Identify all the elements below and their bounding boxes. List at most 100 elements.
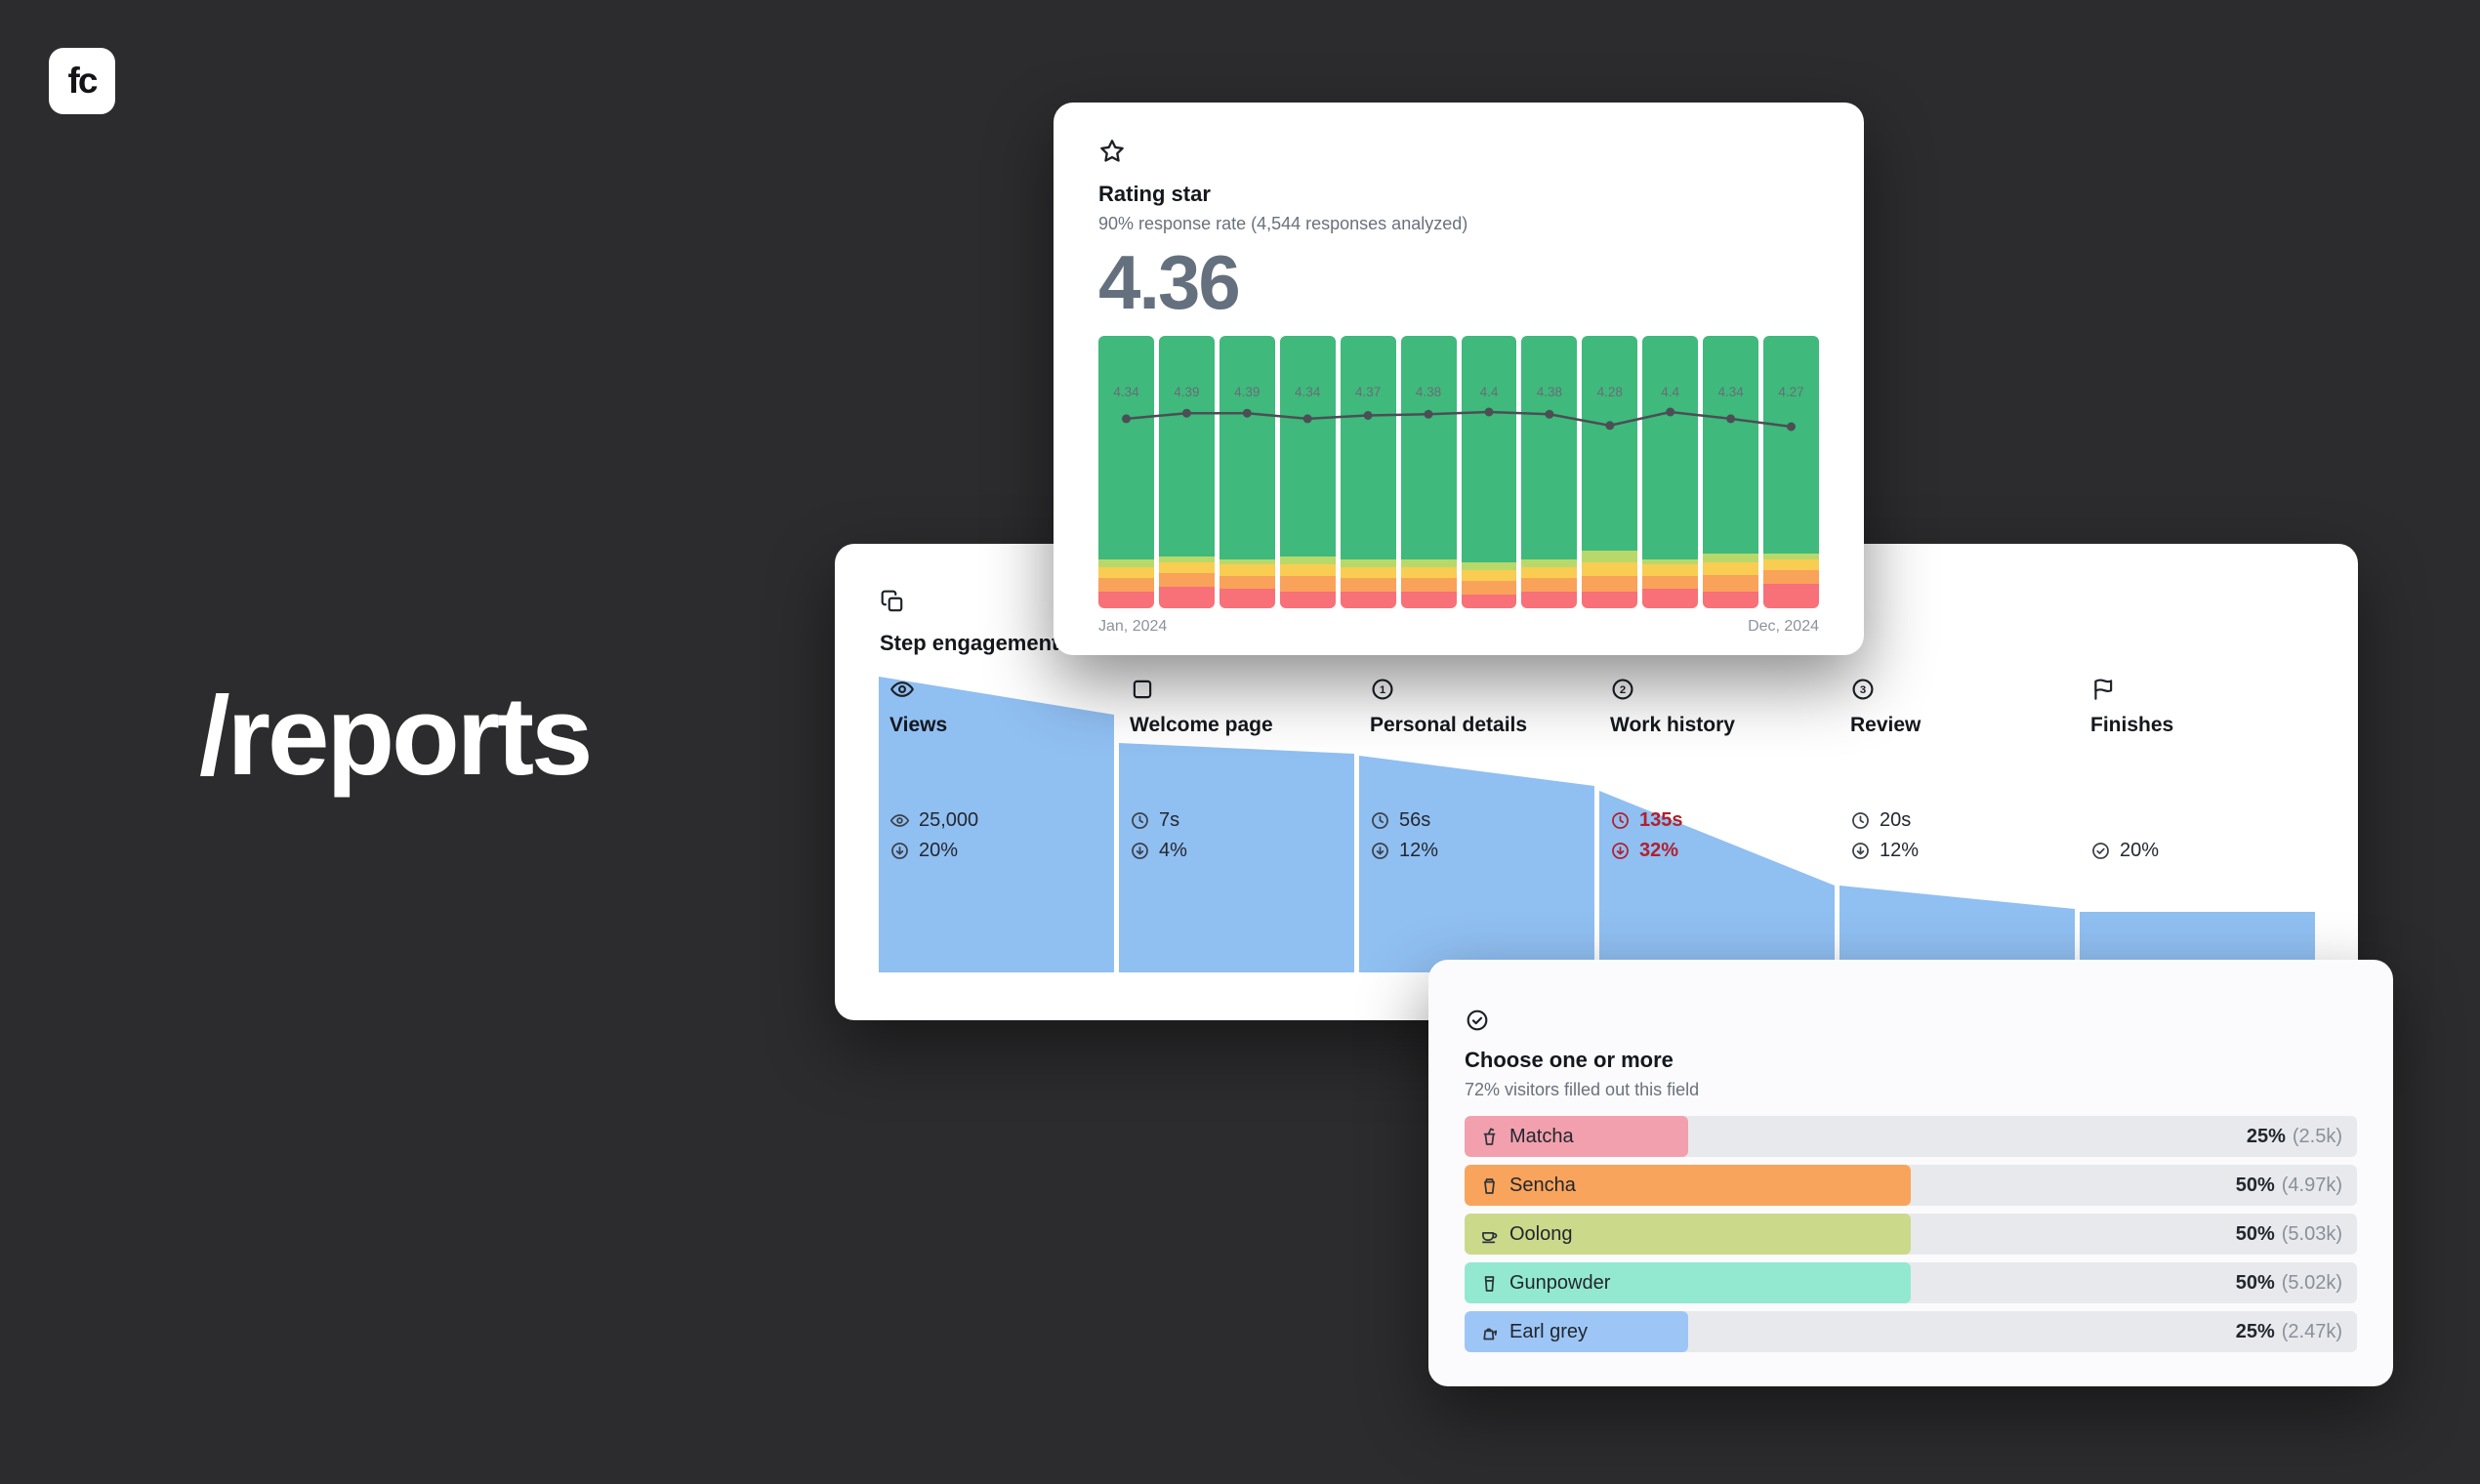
flag-icon bbox=[2090, 677, 2116, 702]
brand-logo[interactable]: fc bbox=[49, 48, 115, 114]
bar-segment-orange bbox=[1703, 575, 1759, 593]
funnel-step-header: 1 Personal details bbox=[1370, 677, 1527, 737]
funnel-stat-welcome-page-1: 4% bbox=[1130, 840, 1187, 862]
rating-bar-dec bbox=[1763, 336, 1820, 608]
bar-segment-red bbox=[1582, 592, 1638, 608]
bar-segment-green bbox=[1461, 336, 1517, 562]
bar-segment-yellow bbox=[1400, 567, 1457, 579]
funnel-stat-finishes-1: 20% bbox=[2090, 840, 2159, 862]
bar-segment-red bbox=[1158, 586, 1215, 608]
bar-segment-lime bbox=[1158, 556, 1215, 562]
bar-segment-lime bbox=[1763, 554, 1820, 559]
bar-segment-yellow bbox=[1521, 567, 1578, 579]
rating-bar-jun bbox=[1400, 336, 1457, 608]
option-row-gunpowder: Gunpowder 50% (5.02k) bbox=[1465, 1262, 2357, 1303]
option-content: Matcha 25% (2.5k) bbox=[1465, 1116, 2357, 1157]
option-stats: 50% (5.03k) bbox=[2236, 1223, 2342, 1246]
option-row-earl-grey: Earl grey 25% (2.47k) bbox=[1465, 1311, 2357, 1352]
bar-segment-green bbox=[1763, 336, 1820, 555]
bar-segment-orange bbox=[1763, 569, 1820, 584]
bar-segment-green bbox=[1400, 336, 1457, 559]
bar-segment-lime bbox=[1279, 556, 1336, 565]
eye-icon bbox=[889, 810, 910, 831]
option-row-oolong: Oolong 50% (5.03k) bbox=[1465, 1214, 2357, 1255]
funnel-bar bbox=[879, 677, 1114, 972]
funnel-step-views: Views 25,000 20% bbox=[879, 671, 1114, 973]
brand-logo-text: fc bbox=[67, 61, 99, 101]
clock-icon bbox=[1130, 810, 1150, 831]
funnel-stat-review-1: 12% bbox=[1850, 840, 1919, 862]
rating-bar-jan bbox=[1098, 336, 1154, 608]
svg-text:2: 2 bbox=[1620, 684, 1626, 696]
choice-subtitle: 72% visitors filled out this field bbox=[1465, 1080, 1700, 1099]
tea-glass-icon bbox=[1479, 1273, 1500, 1294]
option-percent: 50% bbox=[2235, 1222, 2275, 1245]
option-label: Gunpowder bbox=[1509, 1271, 1611, 1294]
rating-bar-feb bbox=[1158, 336, 1215, 608]
chart-x-axis: Jan, 2024 Dec, 2024 bbox=[1098, 618, 1819, 636]
bar-segment-red bbox=[1279, 592, 1336, 608]
bar-segment-orange bbox=[1098, 578, 1154, 593]
option-percent: 50% bbox=[2235, 1174, 2275, 1196]
bar-segment-orange bbox=[1642, 575, 1699, 590]
teacup-icon bbox=[1479, 1224, 1500, 1245]
option-stats: 25% (2.47k) bbox=[2236, 1321, 2342, 1343]
option-content: Gunpowder 50% (5.02k) bbox=[1465, 1262, 2357, 1303]
option-label: Oolong bbox=[1509, 1222, 1573, 1245]
option-bar-fill bbox=[1465, 1311, 1688, 1352]
bar-segment-orange bbox=[1521, 578, 1578, 593]
option-percent: 25% bbox=[2246, 1125, 2286, 1147]
option-content: Earl grey 25% (2.47k) bbox=[1465, 1311, 2357, 1352]
funnel-stat-value: 20% bbox=[919, 840, 959, 861]
bar-segment-orange bbox=[1461, 581, 1517, 596]
funnel-step-welcome-page: Welcome page 7s 4% bbox=[1119, 671, 1354, 973]
funnel-step-personal-details: 1 Personal details 56s 12% bbox=[1359, 671, 1594, 973]
funnel-step-label: Views bbox=[889, 714, 948, 736]
rating-star-subtitle: 90% response rate (4,544 responses analy… bbox=[1098, 214, 1468, 233]
bar-segment-yellow bbox=[1642, 564, 1699, 576]
svg-text:1: 1 bbox=[1380, 684, 1385, 696]
rating-star-title: Rating star bbox=[1098, 182, 1211, 206]
star-icon bbox=[1098, 138, 1126, 165]
funnel-step-review: 3 Review 20s 12% bbox=[1839, 671, 2075, 973]
rating-star-card: Rating star 90% response rate (4,544 res… bbox=[1054, 103, 1864, 655]
bar-segment-green bbox=[1340, 336, 1396, 559]
funnel-step-header: Finishes bbox=[2090, 677, 2173, 737]
funnel-stat-work-history-0: 135s bbox=[1610, 809, 1683, 832]
rating-bar-jul bbox=[1461, 336, 1517, 608]
funnel-stat-value: 20% bbox=[2120, 840, 2160, 861]
option-count: (5.03k) bbox=[2281, 1222, 2342, 1245]
bar-segment-red bbox=[1461, 595, 1517, 608]
circle-3-icon: 3 bbox=[1850, 677, 1876, 702]
funnel-bar bbox=[1359, 756, 1594, 972]
option-count: (2.5k) bbox=[2292, 1125, 2342, 1147]
funnel-step-work-history: 2 Work history 135s 32% bbox=[1599, 671, 1835, 973]
paper-cup-icon bbox=[1479, 1175, 1500, 1196]
step-engagement-header: Step engagement bbox=[880, 589, 1058, 656]
arrow-down-circle-icon bbox=[1850, 841, 1871, 861]
bar-segment-lime bbox=[1098, 558, 1154, 568]
bar-segment-lime bbox=[1582, 551, 1638, 562]
funnel-step-label: Finishes bbox=[2090, 714, 2174, 736]
funnel-stat-value: 12% bbox=[1880, 840, 1920, 861]
funnel-step-finishes: Finishes 20% bbox=[2080, 671, 2315, 973]
funnel-step-label: Welcome page bbox=[1130, 714, 1273, 736]
clock-icon bbox=[1370, 810, 1390, 831]
bar-segment-red bbox=[1098, 592, 1154, 608]
bar-segment-green bbox=[1703, 336, 1759, 555]
svg-text:3: 3 bbox=[1860, 684, 1866, 696]
arrow-down-circle-icon bbox=[1370, 841, 1390, 861]
bar-segment-orange bbox=[1340, 578, 1396, 593]
bar-segment-red bbox=[1400, 592, 1457, 608]
funnel-step-header: Welcome page bbox=[1130, 677, 1273, 737]
bar-segment-green bbox=[1279, 336, 1336, 556]
option-percent: 25% bbox=[2235, 1320, 2275, 1342]
bar-segment-yellow bbox=[1279, 564, 1336, 576]
rating-bar-apr bbox=[1279, 336, 1336, 608]
bar-segment-lime bbox=[1219, 558, 1275, 565]
option-content: Sencha 50% (4.97k) bbox=[1465, 1165, 2357, 1206]
option-percent: 50% bbox=[2235, 1271, 2275, 1294]
option-label: Earl grey bbox=[1509, 1320, 1589, 1342]
bar-segment-yellow bbox=[1582, 561, 1638, 576]
page-title: /reports bbox=[199, 675, 593, 799]
